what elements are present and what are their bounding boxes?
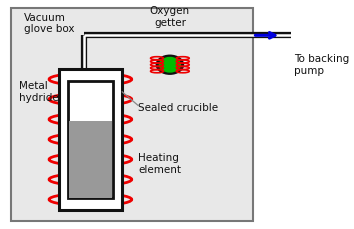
Text: Metal
hydride: Metal hydride: [19, 81, 59, 103]
Text: Oxygen
getter: Oxygen getter: [150, 6, 190, 27]
Text: To backing
pump: To backing pump: [294, 54, 349, 76]
Bar: [68, 81, 113, 198]
Circle shape: [159, 57, 181, 73]
Bar: [69, 121, 112, 198]
Text: Sealed crucible: Sealed crucible: [138, 103, 218, 113]
Circle shape: [155, 55, 184, 75]
Text: Heating
element: Heating element: [138, 153, 181, 175]
Bar: [59, 69, 122, 210]
Bar: [11, 8, 252, 221]
Text: Vacuum
glove box: Vacuum glove box: [24, 13, 74, 34]
